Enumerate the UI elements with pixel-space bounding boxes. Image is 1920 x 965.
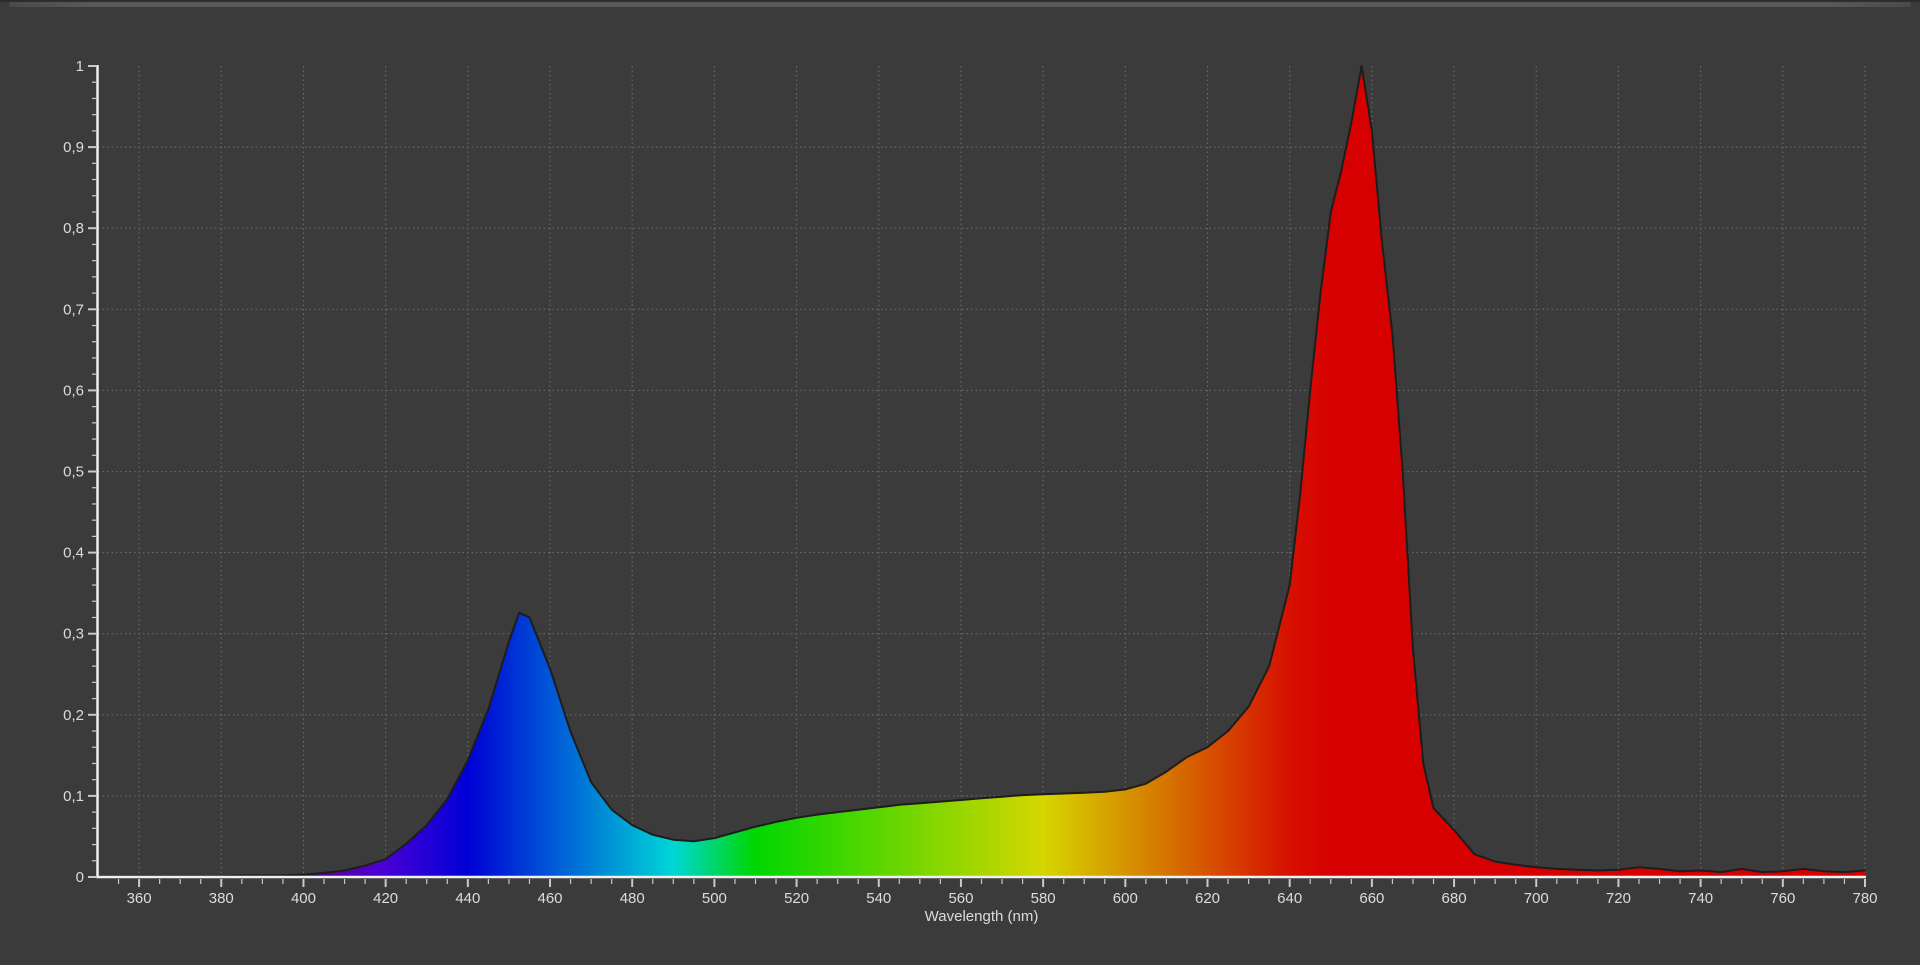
x-tick-label: 700 xyxy=(1524,890,1549,907)
y-tick-label: 0,5 xyxy=(63,464,84,481)
axis-labels: 360 380 400 420 440 460 480 500 520 540 560 580 600 6… xyxy=(63,58,1877,907)
x-tick-label: 680 xyxy=(1442,890,1467,907)
y-tick-label: 0,6 xyxy=(63,382,84,399)
x-tick-label: 540 xyxy=(866,890,891,907)
y-tick-label: 0,2 xyxy=(63,707,84,724)
x-tick-label: 740 xyxy=(1688,890,1713,907)
x-tick-label: 480 xyxy=(620,890,645,907)
y-tick-label: 0,3 xyxy=(63,626,84,643)
x-tick-label: 380 xyxy=(209,890,234,907)
x-tick-label: 720 xyxy=(1606,890,1631,907)
x-tick-label: 660 xyxy=(1359,890,1384,907)
y-tick-label: 0,4 xyxy=(63,545,84,562)
gridlines xyxy=(98,66,1866,877)
x-tick-label: 420 xyxy=(373,890,398,907)
x-tick-label: 640 xyxy=(1277,890,1302,907)
x-tick-label: 600 xyxy=(1113,890,1138,907)
x-axis-title: Wavelength (nm) xyxy=(925,908,1039,925)
spectrum-area-fill xyxy=(98,66,1865,877)
y-tick-label: 0,9 xyxy=(63,139,84,156)
pane-top-edge xyxy=(0,0,1920,2)
axes xyxy=(96,65,1866,879)
y-tick-label: 0,1 xyxy=(63,788,84,805)
x-tick-label: 780 xyxy=(1852,890,1877,907)
axis-ticks xyxy=(88,65,1866,887)
x-tick-label: 620 xyxy=(1195,890,1220,907)
x-tick-label: 760 xyxy=(1770,890,1795,907)
x-tick-label: 360 xyxy=(127,890,152,907)
spectrum-curve xyxy=(97,65,1866,878)
x-tick-label: 440 xyxy=(455,890,480,907)
y-tick-label: 1 xyxy=(76,58,84,75)
x-tick-label: 460 xyxy=(538,890,563,907)
x-tick-label: 520 xyxy=(784,890,809,907)
y-tick-label: 0,7 xyxy=(63,301,84,318)
y-tick-label: 0 xyxy=(76,869,84,886)
x-tick-label: 400 xyxy=(291,890,316,907)
x-tick-label: 580 xyxy=(1031,890,1056,907)
pane-splitter-handle[interactable] xyxy=(9,2,1911,7)
x-tick-label: 560 xyxy=(948,890,973,907)
x-tick-label: 500 xyxy=(702,890,727,907)
y-tick-label: 0,8 xyxy=(63,220,84,237)
